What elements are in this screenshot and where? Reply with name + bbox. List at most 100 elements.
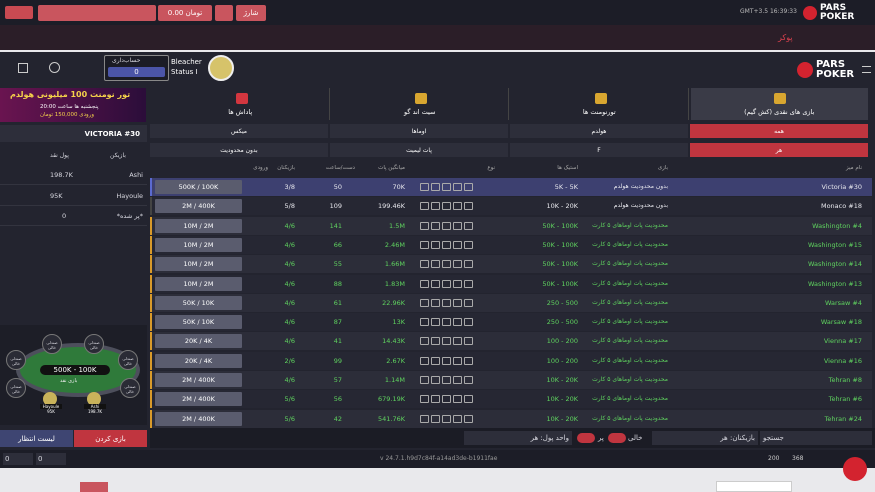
mail-button[interactable] (215, 5, 233, 21)
menu-icon[interactable] (862, 66, 871, 73)
type-icon (464, 221, 473, 230)
full-toggle[interactable] (577, 433, 595, 443)
balance[interactable]: 0.00 تومان (158, 5, 212, 21)
side-player: Hayoule (116, 191, 143, 200)
table-row[interactable] (150, 255, 872, 274)
game-filter[interactable]: میکس (150, 124, 328, 138)
players: 3/8 (284, 183, 295, 191)
buy-in[interactable]: 500K / 100K (155, 180, 242, 194)
table-row[interactable] (150, 178, 872, 196)
table-row[interactable] (150, 390, 872, 409)
empty-toggle[interactable] (608, 433, 626, 443)
buy-in[interactable]: 10M / 2M (155, 218, 242, 233)
charge-button[interactable]: شارژ (236, 5, 266, 21)
type-icon (464, 376, 473, 384)
empty-toggle-label: خالی (628, 434, 643, 442)
tab[interactable]: تورنومنت ها (511, 88, 689, 120)
buy-in[interactable]: 2M / 400K (155, 411, 242, 426)
seat: صندلی خالی (6, 350, 26, 370)
game-filter[interactable]: هولدم (510, 124, 688, 138)
search[interactable]: جستجو (760, 431, 872, 445)
input[interactable] (38, 5, 156, 21)
fullscreen-icon[interactable] (18, 63, 28, 73)
settings-icon[interactable] (49, 62, 60, 73)
buy-in[interactable]: 2M / 400K (155, 199, 242, 214)
buy-in[interactable]: 10M / 2M (155, 276, 242, 291)
hands: 99 (333, 356, 342, 365)
limit-filter[interactable]: بدون محدودیت (150, 143, 328, 157)
logo-top: PARS (820, 3, 847, 13)
table-row[interactable] (150, 274, 872, 293)
table-row[interactable] (150, 293, 872, 312)
tab[interactable]: سیت اند گو (332, 88, 509, 120)
buy-in[interactable]: 50K / 10K (155, 315, 242, 330)
players-dropdown[interactable]: بازیکنان: هر (652, 431, 758, 445)
table-row[interactable] (150, 409, 872, 428)
limit-filter[interactable]: پات لیمیت (330, 143, 508, 157)
type-icon (420, 337, 429, 346)
seat-name: Hayoule (40, 404, 62, 409)
avg-pot: 541.76K (377, 414, 405, 423)
table-name: Washington #14 (808, 260, 862, 269)
type-icon (431, 240, 440, 249)
game-filter[interactable]: اوماها (330, 124, 508, 138)
stakes: 50K - 100K (542, 260, 578, 269)
footer-input[interactable]: 0 (36, 453, 66, 465)
players: 5/6 (284, 395, 295, 404)
limit-filter[interactable]: هر (690, 143, 868, 157)
table-row[interactable] (150, 371, 872, 389)
chat-button[interactable] (843, 457, 867, 481)
buy-in[interactable]: 10M / 2M (155, 257, 242, 272)
buy-in[interactable]: 20K / 4K (155, 334, 242, 349)
side-player: Ashi (129, 171, 143, 179)
game: محدودیت پات اوماهای ۵ کارت (592, 240, 668, 248)
type-icon (464, 414, 473, 423)
tab-icon (415, 93, 428, 104)
currency-dropdown[interactable]: واحد پول: هر (464, 431, 572, 445)
tab[interactable]: پاداش ها (152, 88, 330, 120)
buy-in[interactable]: 50K / 10K (155, 295, 242, 310)
bottom-button[interactable] (80, 482, 108, 492)
stakes: 50K - 100K (542, 221, 578, 230)
game: محدودیت پات اوماهای ۵ کارت (592, 298, 668, 306)
limit-filter[interactable]: F (510, 143, 688, 157)
hands: 55 (333, 260, 342, 269)
type-icon (442, 318, 451, 327)
buy-in[interactable]: 2M / 400K (155, 392, 242, 407)
logo-icon (797, 62, 813, 78)
table-row[interactable] (150, 351, 872, 370)
side-title: VICTORIA #30 (84, 130, 140, 138)
seat-avatar (87, 392, 101, 406)
logo-bottom: POKER (816, 69, 855, 80)
seat: صندلی خالی (42, 334, 62, 354)
game: محدودیت پات اوماهای ۵ کارت (592, 221, 668, 229)
avg-pot: 1.14M (384, 376, 405, 384)
footer-input[interactable]: 0 (3, 453, 33, 465)
type-icon (442, 221, 451, 230)
buy-in[interactable]: 10M / 2M (155, 237, 242, 252)
hands: 88 (333, 279, 342, 288)
table-name: Washington #4 (812, 221, 862, 230)
buy-in[interactable]: 2M / 400K (155, 373, 242, 387)
table-row[interactable] (150, 313, 872, 332)
buy-in[interactable]: 20K / 4K (155, 353, 242, 368)
stakes: 10K - 20K (546, 202, 578, 211)
full-toggle-label: پر (598, 434, 604, 442)
flag[interactable] (5, 6, 33, 19)
table-row[interactable] (150, 197, 872, 216)
waitlist-button[interactable]: لیست انتظار (0, 430, 73, 447)
stakes: 5K - 5K (554, 183, 578, 191)
type-icon (453, 260, 462, 269)
play-button[interactable]: بازی کردن (74, 430, 147, 447)
type-icon (453, 240, 462, 249)
table-row[interactable] (150, 235, 872, 254)
game-filter[interactable]: همه (690, 124, 868, 138)
logo-icon (803, 6, 817, 20)
table-row[interactable] (150, 216, 872, 235)
table-row[interactable] (150, 332, 872, 351)
type-icon (431, 279, 440, 288)
banner[interactable] (0, 88, 146, 122)
game: محدودیت پات اوماهای ۵ کارت (592, 356, 668, 364)
type-icon (420, 395, 429, 404)
